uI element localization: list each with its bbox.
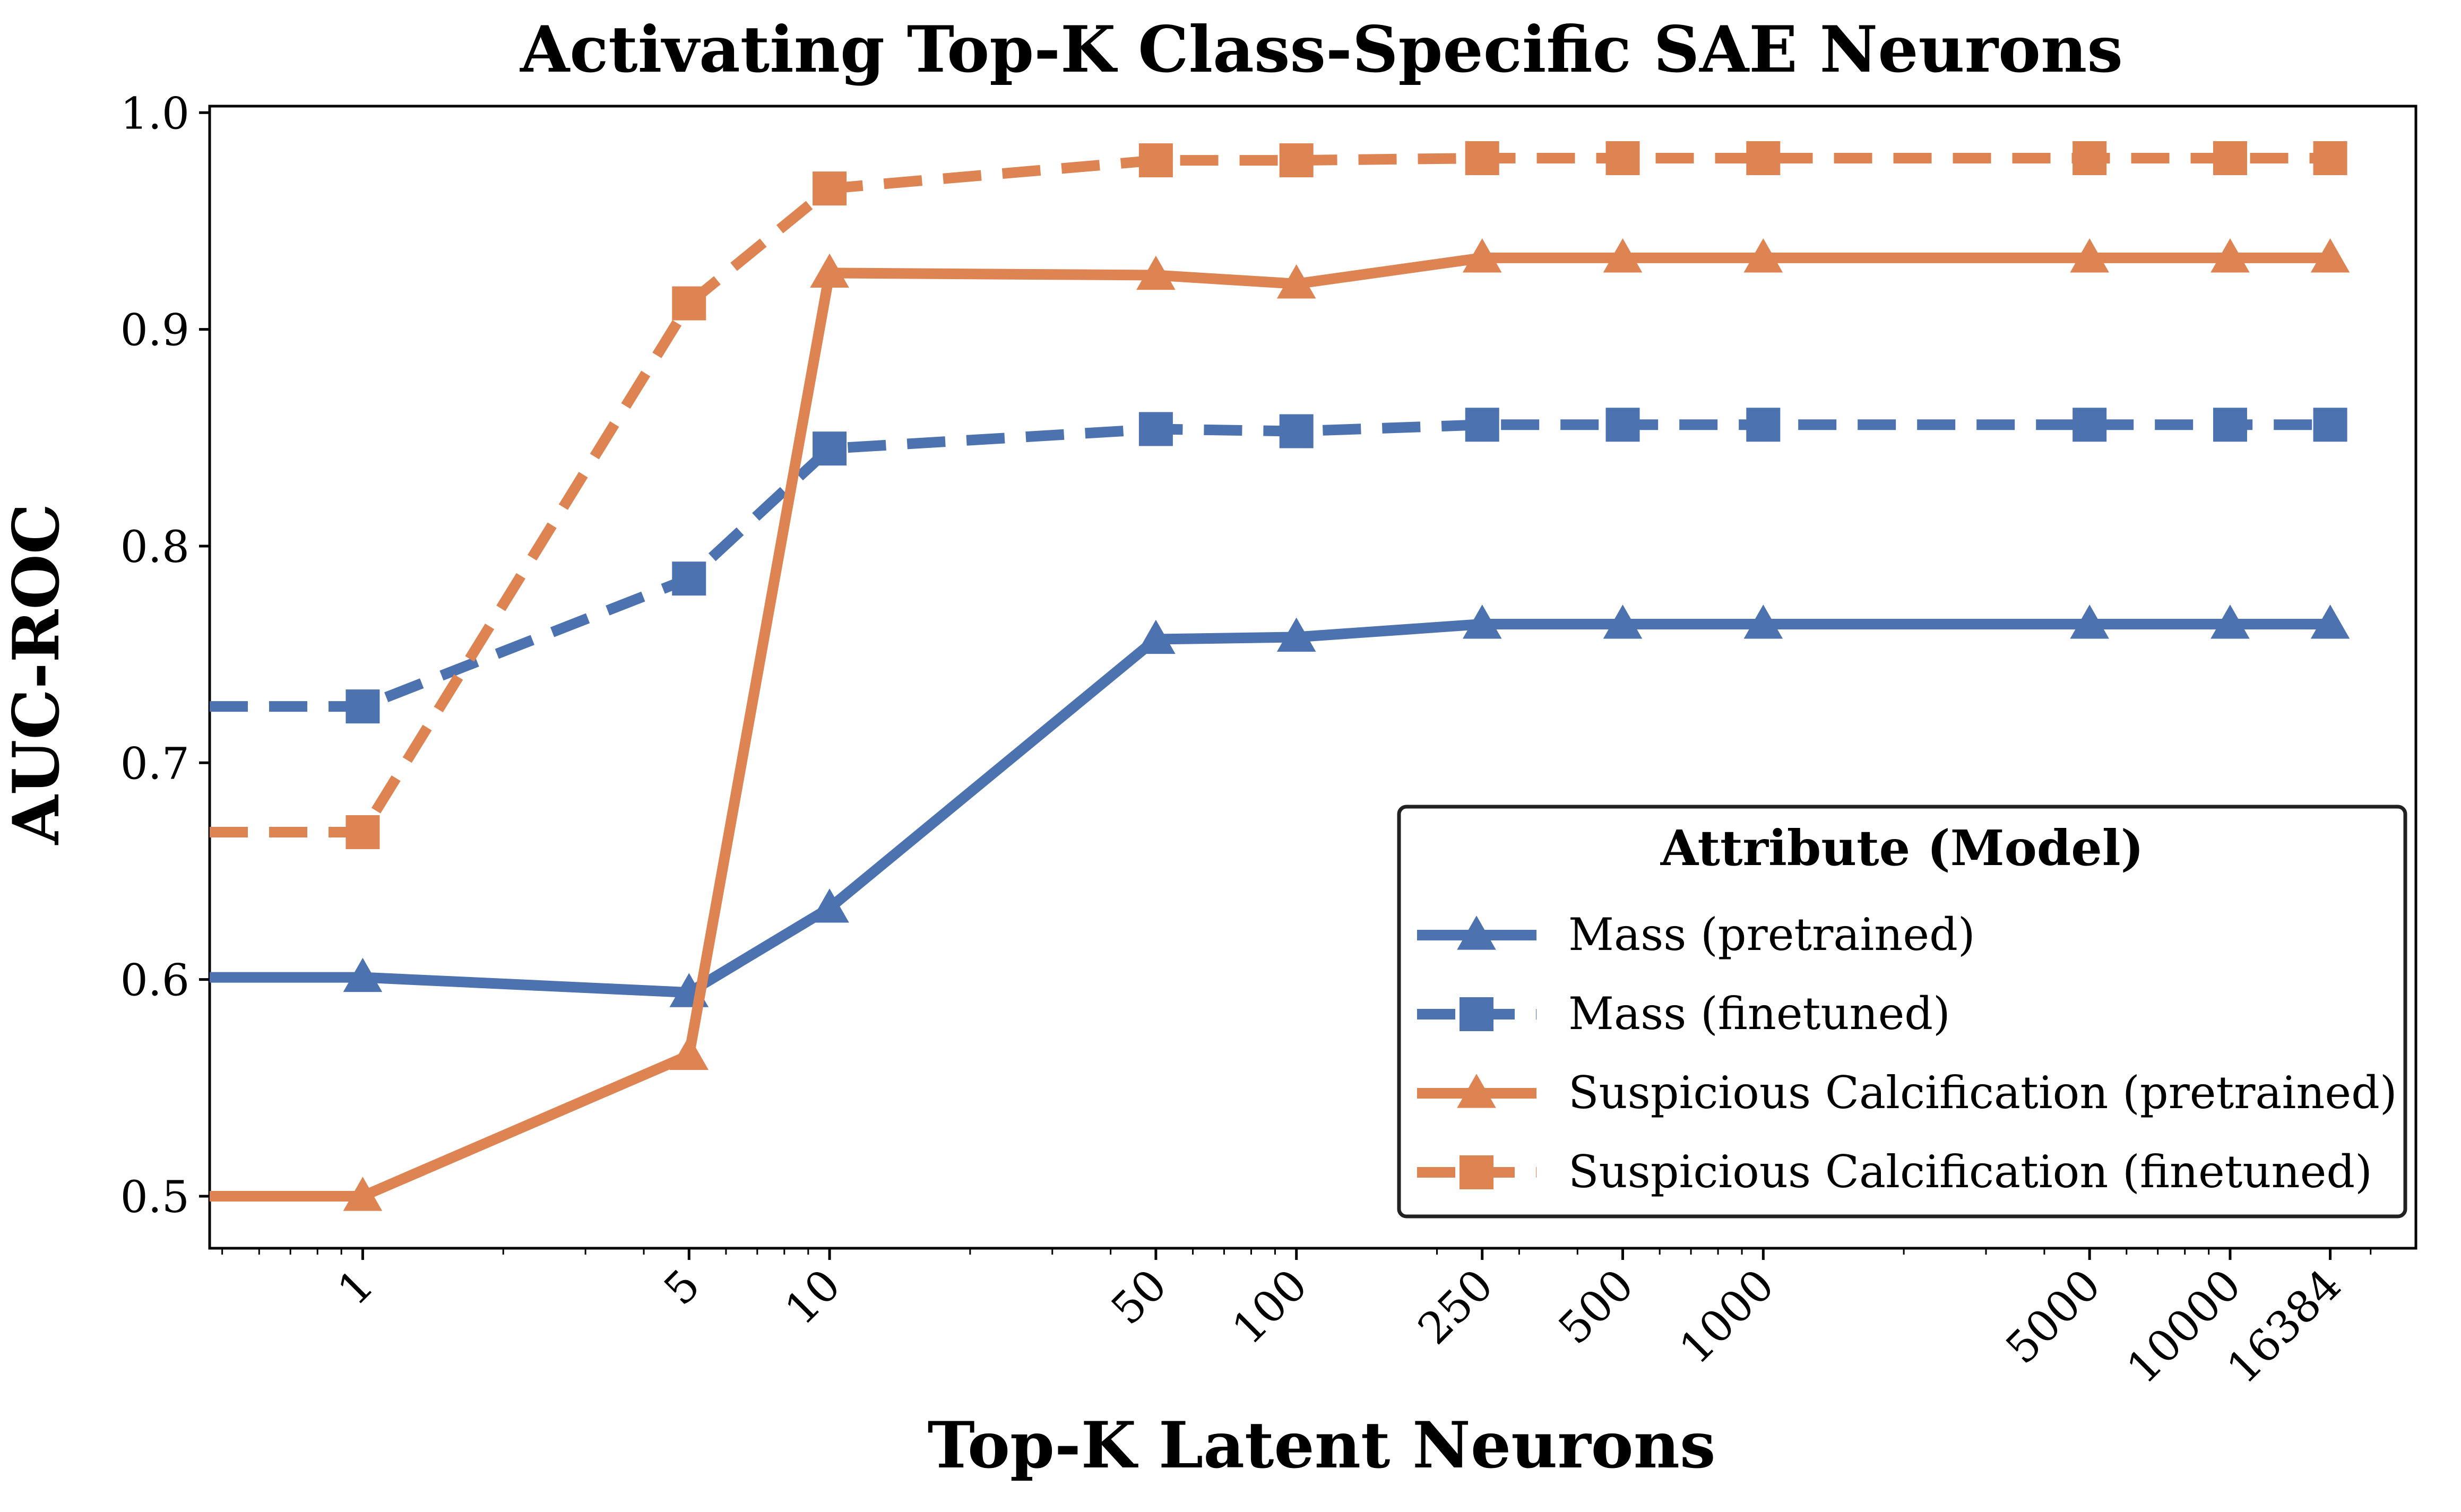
series-point <box>1605 141 1640 176</box>
series-point <box>1279 143 1314 178</box>
legend-title: Attribute (Model) <box>1660 819 2144 877</box>
chart-title: Activating Top-K Class-Specific SAE Neur… <box>520 12 2123 87</box>
series-point <box>1462 604 1502 639</box>
legend-label: Mass (finetuned) <box>1568 988 1950 1040</box>
series-point <box>1138 412 1173 446</box>
series-point <box>813 171 847 206</box>
plot-frame <box>208 105 2417 1250</box>
series-point <box>2070 604 2109 639</box>
series-point <box>2073 408 2107 442</box>
plot-area <box>208 105 2417 1250</box>
series-point <box>346 815 380 849</box>
legend-marker <box>1460 997 1493 1031</box>
series-point <box>813 431 847 466</box>
x-tick-label: 500 <box>1549 1260 1644 1354</box>
series-line <box>210 419 2330 712</box>
series-point <box>2210 238 2250 273</box>
legend-label: Suspicious Calcification (pretrained) <box>1568 1067 2397 1119</box>
x-tick-label: 10 <box>775 1260 850 1335</box>
series-point <box>1465 408 1499 442</box>
series-point <box>2073 141 2107 176</box>
y-tick-label: 0.7 <box>120 739 189 789</box>
y-tick-label: 0.5 <box>120 1172 189 1223</box>
series-line <box>210 618 2330 998</box>
series-point <box>343 1177 383 1211</box>
series-point <box>810 253 849 288</box>
y-tick-label: 0.8 <box>120 522 189 573</box>
legend-entry: Mass (pretrained) <box>1417 909 1975 961</box>
x-tick-label: 1 <box>329 1260 384 1315</box>
legend-marker <box>1457 915 1496 950</box>
series-point <box>1743 604 1783 639</box>
x-axis-label: Top-K Latent Neurons <box>927 1408 1715 1483</box>
x-tick-label: 5000 <box>1997 1260 2111 1374</box>
legend: Attribute (Model) Mass (pretrained)Mass … <box>1397 805 2407 1219</box>
y-tick-label: 0.6 <box>120 956 189 1006</box>
series-point <box>343 957 383 992</box>
x-tick-label: 50 <box>1102 1260 1177 1335</box>
x-tick-label: 10000 <box>2117 1260 2251 1394</box>
x-tick-label: 250 <box>1409 1260 1503 1354</box>
series-point <box>2213 408 2247 442</box>
series-point <box>2313 141 2347 176</box>
x-tick-label: 1000 <box>1670 1260 1784 1374</box>
y-axis-label: AUC-ROC <box>0 504 74 845</box>
series-2 <box>210 238 2350 1211</box>
series-point <box>1465 141 1499 176</box>
series-point <box>1605 408 1640 442</box>
series-point <box>810 888 849 923</box>
y-tick-label: 1.0 <box>120 89 189 139</box>
series-point <box>669 1035 709 1070</box>
series-point <box>2313 408 2347 442</box>
series-1 <box>210 408 2347 724</box>
series-point <box>1276 617 1316 652</box>
series-point <box>1279 414 1314 448</box>
series-point <box>1138 143 1173 178</box>
series-point <box>1136 619 1176 654</box>
legend-frame <box>1397 805 2407 1219</box>
series-point <box>2210 604 2250 639</box>
legend-entries: Mass (pretrained) Mass (finetuned) Suspici… <box>1417 909 2397 1198</box>
legend-label: Suspicious Calcification (finetuned) <box>1568 1146 2372 1198</box>
legend-label: Mass (pretrained) <box>1568 909 1975 961</box>
series-0 <box>210 604 2350 1007</box>
legend-entry: Suspicious Calcification (finetuned) <box>1417 1146 2372 1198</box>
series-point <box>672 561 706 596</box>
series-point <box>2310 604 2350 639</box>
series-point <box>346 689 380 724</box>
series-line <box>210 153 2330 837</box>
x-tick-label: 16384 <box>2217 1260 2351 1394</box>
series-point <box>2310 238 2350 273</box>
series-point <box>2213 141 2247 176</box>
legend-entry: Mass (finetuned) <box>1417 988 1950 1040</box>
series-3 <box>210 141 2347 849</box>
legend-marker <box>1460 1155 1493 1189</box>
series-point <box>1743 238 1783 273</box>
legend-entry: Suspicious Calcification (pretrained) <box>1417 1067 2397 1119</box>
y-axis: 0.5 0.6 0.7 0.8 0.9 1.0 <box>120 89 210 1223</box>
series-point <box>2070 238 2109 273</box>
series-point <box>1276 264 1316 299</box>
series-point <box>1746 141 1781 176</box>
series-line <box>210 252 2330 1202</box>
x-tick-label: 100 <box>1223 1260 1317 1354</box>
series-point <box>1603 604 1643 639</box>
legend-marker <box>1457 1074 1496 1108</box>
series-point <box>672 286 706 321</box>
series-point <box>1746 408 1781 442</box>
x-tick-label: 5 <box>654 1260 710 1315</box>
series-point <box>1603 238 1643 273</box>
y-tick-label: 0.9 <box>120 306 189 356</box>
series-point <box>1462 238 1502 273</box>
series-point <box>1136 255 1176 290</box>
